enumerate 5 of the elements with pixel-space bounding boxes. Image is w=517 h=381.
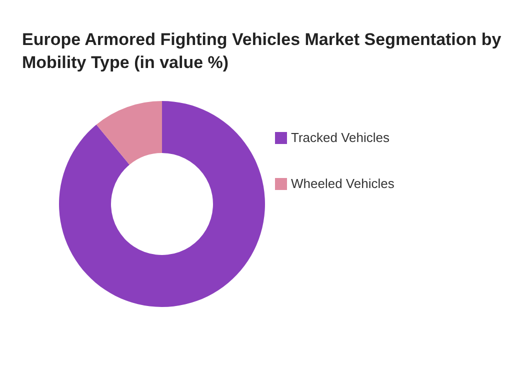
chart-title: Europe Armored Fighting Vehicles Market Segmentation by Mobility Type (in value %) [22,29,502,74]
legend-label: Wheeled Vehicles [291,176,394,191]
legend-label: Tracked Vehicles [291,130,390,145]
donut-slice [96,101,162,165]
donut-slice [59,101,265,307]
